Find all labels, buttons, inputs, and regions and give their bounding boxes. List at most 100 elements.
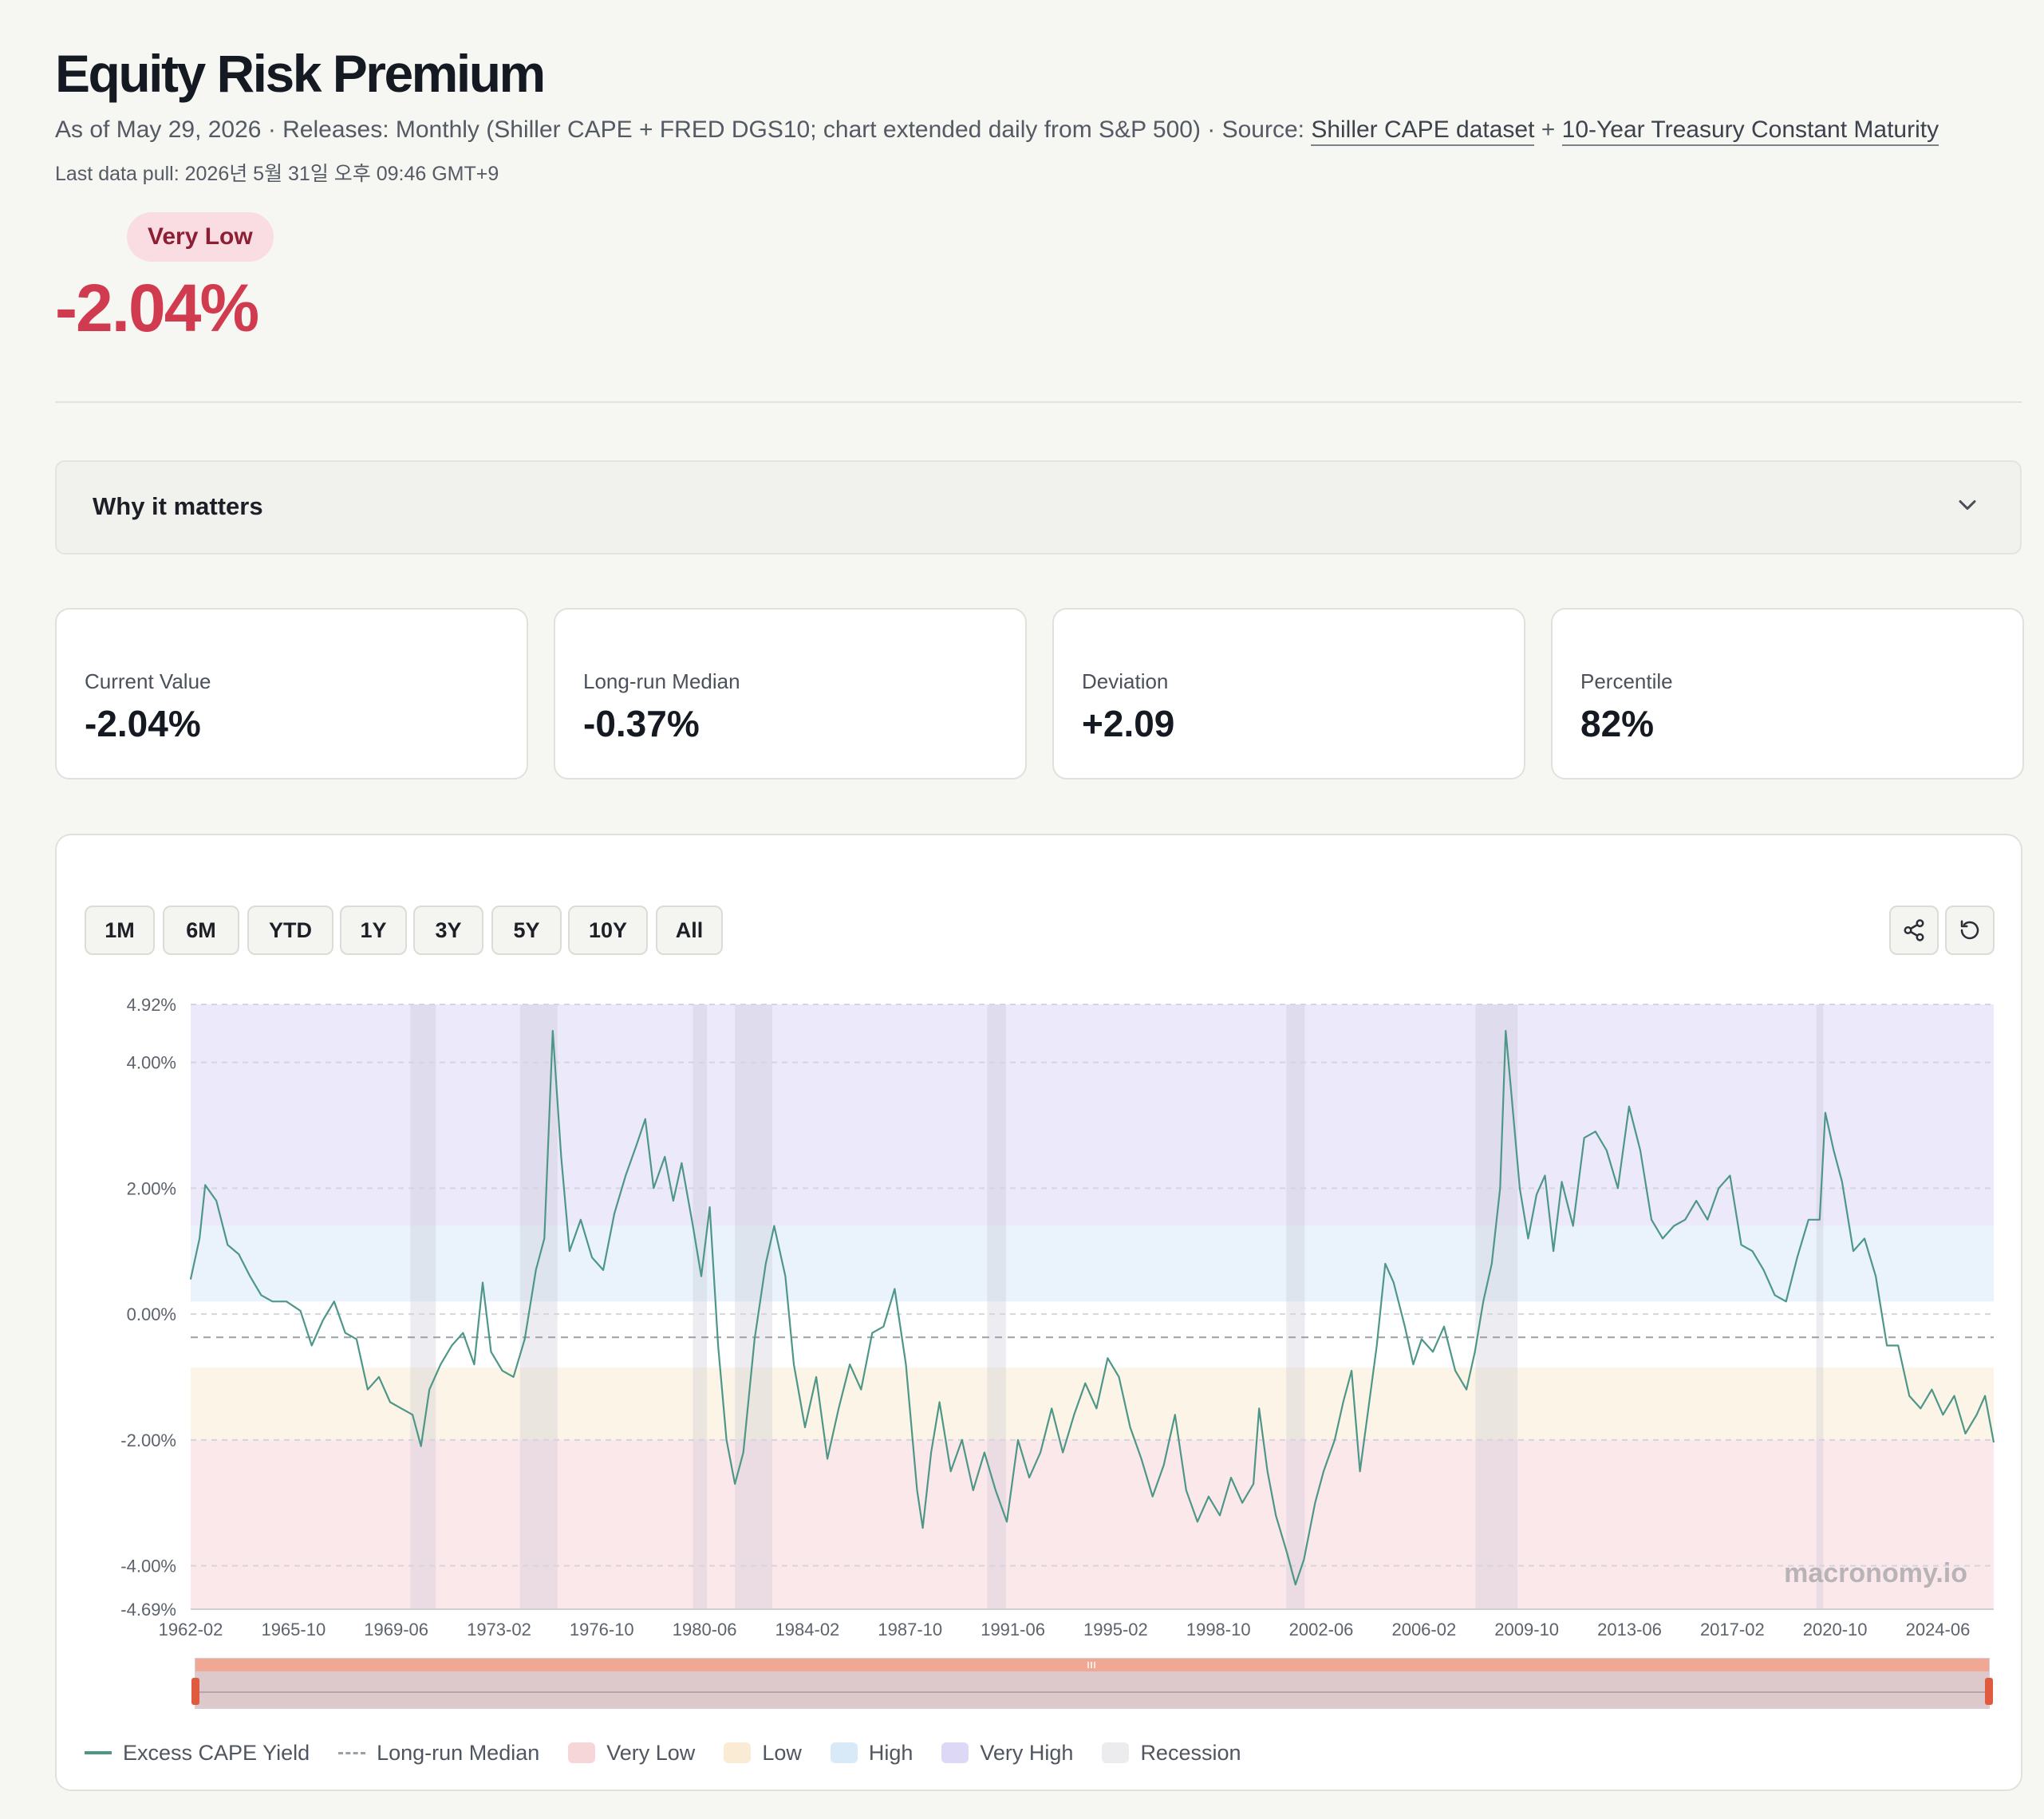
reset-button[interactable]: [1945, 906, 1995, 955]
x-tick-label: 1998-10: [1186, 1620, 1251, 1639]
legend-label: Long-run Median: [377, 1740, 540, 1765]
stat-value: +2.09: [1082, 703, 1175, 744]
stat-label: Long-run Median: [583, 669, 740, 693]
source-link-treasury[interactable]: 10-Year Treasury Constant Maturity: [1561, 116, 1939, 146]
x-tick-label: 1980-06: [673, 1620, 737, 1639]
current-value-display: -2.04%: [55, 270, 259, 345]
x-tick-label: 1987-10: [878, 1620, 942, 1639]
why-it-matters-accordion[interactable]: Why it matters: [55, 460, 2022, 554]
zoom-slider-selection: [195, 1659, 1989, 1671]
x-tick-label: 1976-10: [570, 1620, 634, 1639]
recession-band: [1816, 1004, 1824, 1609]
source-link-shiller[interactable]: Shiller CAPE dataset: [1311, 116, 1535, 146]
recession-band: [410, 1004, 436, 1609]
legend-label: Very High: [980, 1740, 1074, 1765]
stat-label: Deviation: [1082, 669, 1169, 693]
x-tick-label: 2002-06: [1289, 1620, 1354, 1639]
x-tick-label: 2024-06: [1906, 1620, 1971, 1639]
legend-label: Excess CAPE Yield: [123, 1740, 310, 1765]
stat-label: Current Value: [85, 669, 211, 693]
recession-band: [519, 1004, 558, 1609]
x-tick-label: 2020-10: [1803, 1620, 1868, 1639]
divider: [55, 401, 2022, 403]
band-low: [191, 1367, 1994, 1440]
y-tick-label: -4.69%: [120, 1600, 176, 1620]
stat-card-deviation: Deviation +2.09: [1052, 608, 1525, 779]
page-title: Equity Risk Premium: [55, 44, 546, 103]
recession-band: [693, 1004, 708, 1609]
band-high: [191, 1225, 1994, 1302]
chart-panel: 1M 6M YTD 1Y 3Y 5Y 10Y All 4.92% 4.00% 2.0…: [55, 834, 2022, 1791]
zoom-handle-left: [191, 1678, 199, 1705]
y-tick-label: 2.00%: [127, 1178, 176, 1198]
accordion-label: Why it matters: [93, 492, 263, 520]
x-tick-label: 1984-02: [775, 1620, 840, 1639]
chart-legend: Excess CAPE Yield Long-run Median Very L…: [85, 1737, 1270, 1769]
chevron-down-icon: [1959, 500, 1976, 510]
stat-value: -2.04%: [85, 703, 201, 744]
legend-item-recession[interactable]: Recession: [1102, 1741, 1241, 1766]
legend-swatch: [941, 1742, 969, 1763]
range-button-10y[interactable]: 10Y: [568, 906, 648, 955]
last-data-pull: Last data pull: 2026년 5월 31일 오후 09:46 GM…: [55, 163, 499, 185]
status-badge: Very Low: [127, 212, 274, 262]
x-tick-label: 1969-06: [364, 1620, 428, 1639]
zoom-handle-right: [1985, 1678, 1993, 1705]
x-tick-label: 2013-06: [1597, 1620, 1662, 1639]
legend-swatch: [830, 1742, 858, 1763]
band-very-high: [191, 1004, 1994, 1226]
range-button-3y[interactable]: 3Y: [413, 906, 483, 955]
legend-swatch: [1102, 1742, 1130, 1763]
band-very-low: [191, 1439, 1994, 1609]
stat-card-percentile: Percentile 82%: [1551, 608, 2024, 779]
recession-band: [1286, 1004, 1305, 1609]
meta-text: As of May 29, 2026 · Releases: Monthly (…: [55, 116, 1312, 143]
legend-item-excess-cape-yield[interactable]: Excess CAPE Yield: [85, 1741, 310, 1766]
range-button-1m[interactable]: 1M: [85, 906, 155, 955]
meta-plus: +: [1534, 116, 1562, 143]
watermark: macronomy.io: [1784, 1558, 1967, 1588]
legend-item-very-low[interactable]: Very Low: [568, 1741, 695, 1766]
range-button-ytd[interactable]: YTD: [247, 906, 333, 955]
share-button[interactable]: [1889, 906, 1939, 955]
legend-label: Very Low: [606, 1740, 696, 1765]
page-meta: As of May 29, 2026 · Releases: Monthly (…: [55, 116, 1939, 146]
legend-swatch: [568, 1742, 596, 1763]
y-tick-label: -2.00%: [120, 1430, 176, 1450]
legend-swatch: [724, 1742, 752, 1763]
x-tick-label: 2009-10: [1494, 1620, 1559, 1639]
range-button-6m[interactable]: 6M: [163, 906, 239, 955]
share-icon: [1904, 919, 1924, 941]
range-button-5y[interactable]: 5Y: [491, 906, 562, 955]
legend-item-low[interactable]: Low: [724, 1741, 802, 1766]
legend-item-high[interactable]: High: [830, 1740, 913, 1766]
x-tick-label: 2017-02: [1700, 1620, 1765, 1639]
y-tick-label: 4.92%: [127, 995, 176, 1015]
erp-line-chart[interactable]: 4.92%4.00%2.00%0.00%-2.00%-4.00%-4.69%19…: [57, 835, 2024, 1721]
range-button-1y[interactable]: 1Y: [340, 906, 407, 955]
legend-label: Recession: [1140, 1740, 1241, 1765]
y-tick-label: -4.00%: [120, 1557, 176, 1576]
stat-card-current: Current Value -2.04%: [55, 608, 528, 779]
recession-band: [987, 1004, 1006, 1609]
x-tick-label: 1991-06: [981, 1620, 1045, 1639]
legend-label: High: [868, 1740, 913, 1765]
stat-value: 82%: [1580, 703, 1655, 744]
x-tick-label: 1962-02: [159, 1620, 223, 1639]
recession-band: [735, 1004, 772, 1609]
stat-card-median: Long-run Median -0.37%: [554, 608, 1027, 779]
legend-item-long-run-median[interactable]: Long-run Median: [338, 1741, 539, 1766]
stat-value: -0.37%: [583, 703, 700, 744]
series-line-excess-cape-yield: [189, 1030, 1995, 1586]
x-tick-label: 2006-02: [1391, 1620, 1456, 1639]
legend-line-swatch: [85, 1751, 112, 1754]
x-tick-label: 1995-02: [1083, 1620, 1148, 1639]
stat-label: Percentile: [1580, 669, 1673, 693]
legend-label: Low: [762, 1740, 802, 1765]
reset-icon: [1960, 920, 1979, 940]
legend-item-very-high[interactable]: Very High: [941, 1741, 1073, 1766]
x-tick-label: 1965-10: [261, 1620, 326, 1639]
range-button-all[interactable]: All: [656, 906, 723, 955]
y-tick-label: 0.00%: [127, 1304, 176, 1324]
legend-dash-swatch: [338, 1751, 366, 1754]
